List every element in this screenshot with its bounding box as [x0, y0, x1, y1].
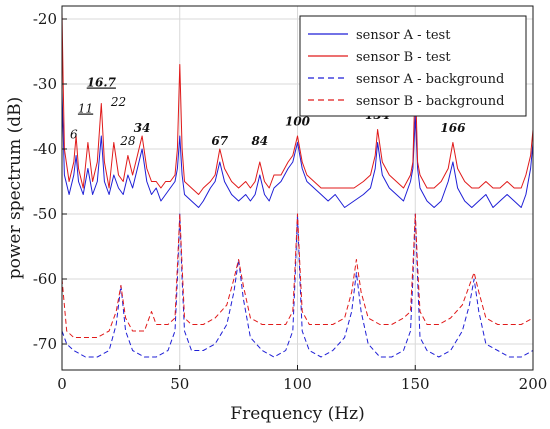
- x-axis-label: Frequency (Hz): [230, 404, 364, 424]
- y-tick-label: -50: [33, 205, 57, 223]
- legend-entry: sensor B - background: [356, 94, 504, 109]
- x-tick-label: 200: [519, 375, 548, 393]
- y-tick-label: -60: [33, 270, 57, 288]
- legend-entry: sensor A - test: [356, 28, 451, 43]
- y-axis-label: power spectrum (dB): [5, 97, 25, 280]
- y-tick-label: -20: [33, 10, 57, 28]
- legend: sensor A - test sensor B - test sensor A -…: [299, 15, 527, 117]
- peak-label: 67: [211, 134, 228, 148]
- x-tick-label: 100: [283, 375, 312, 393]
- y-tick-label: -30: [33, 75, 57, 93]
- series-line-sensor-b-background: [62, 213, 533, 338]
- y-tick-label: -70: [33, 335, 57, 353]
- peak-label: 16.7: [87, 76, 117, 90]
- peak-label: 22: [110, 95, 126, 109]
- x-tick-label: 150: [401, 375, 430, 393]
- legend-entry: sensor B - test: [356, 50, 451, 65]
- legend-entry: sensor A - background: [356, 72, 504, 87]
- series-line-sensor-b-test: [62, 12, 533, 195]
- peak-label: 166: [440, 121, 466, 135]
- peak-label: 84: [251, 134, 268, 148]
- legend-box: [299, 15, 527, 117]
- peak-label: 6: [70, 128, 78, 142]
- y-tick-label: -40: [33, 140, 57, 158]
- x-tick-label: 50: [170, 375, 189, 393]
- peak-label: 11: [78, 102, 93, 116]
- series-line-sensor-a-test: [62, 90, 533, 208]
- axis-ticks: 0 50 100 150 200 -70 -60 -50 -40 -30 -20: [33, 10, 547, 393]
- peak-label: 100: [285, 115, 311, 129]
- plot-area: [62, 12, 533, 358]
- peak-label: 28: [119, 134, 136, 148]
- peak-label: 34: [134, 121, 151, 135]
- x-tick-label: 0: [57, 375, 67, 393]
